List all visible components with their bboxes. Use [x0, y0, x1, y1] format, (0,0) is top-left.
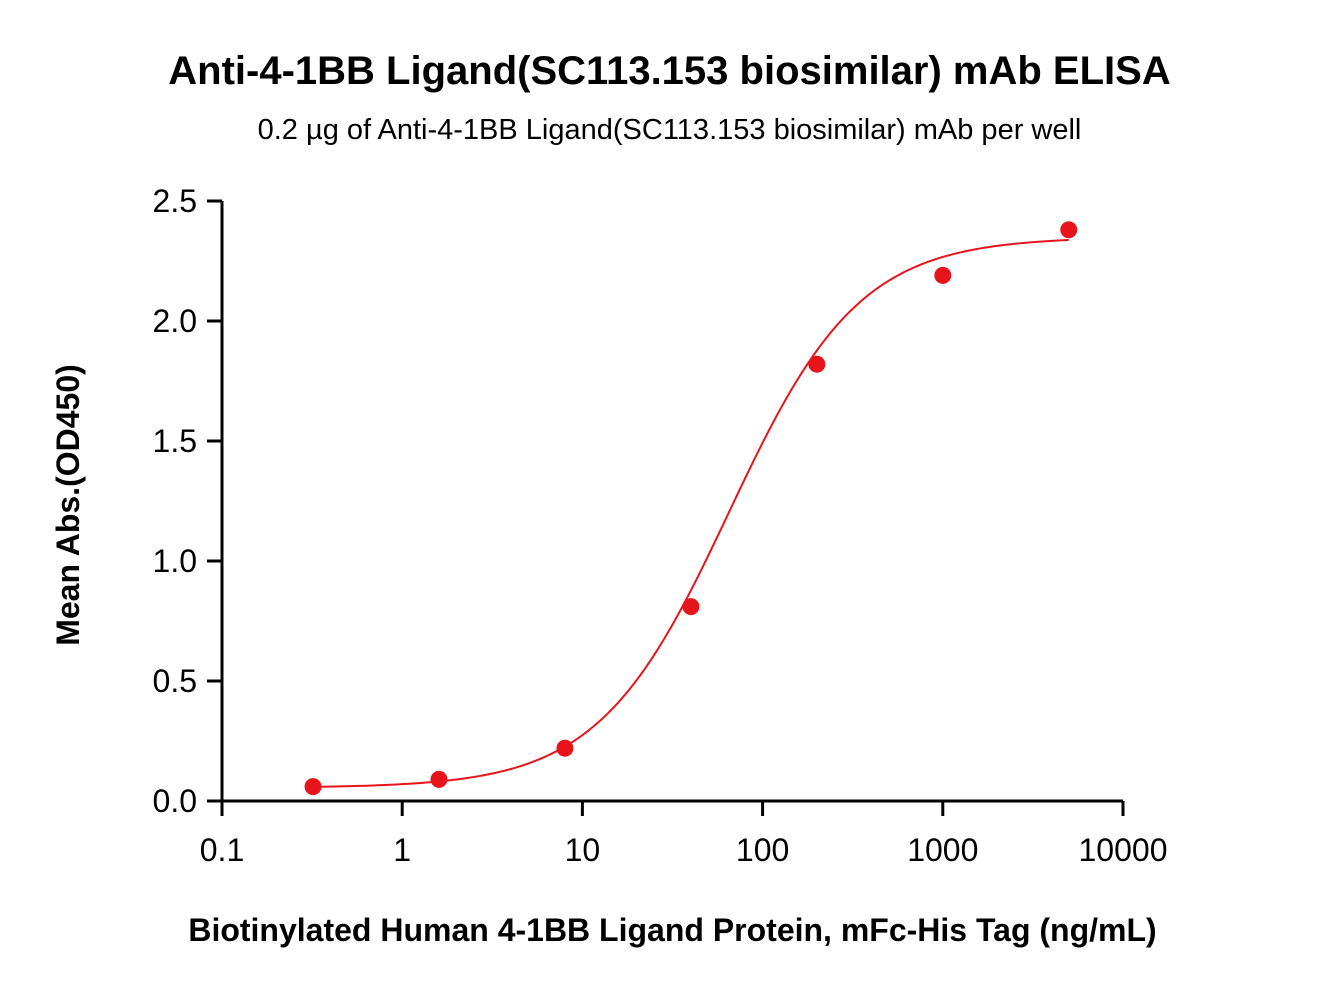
data-points — [304, 221, 1078, 796]
x-tick-label: 10000 — [1079, 832, 1168, 868]
y-tick-label: 1.5 — [153, 423, 197, 459]
chart-subtitle: 0.2 µg of Anti-4-1BB Ligand(SC113.153 bi… — [257, 114, 1082, 146]
x-tick-label: 1 — [393, 832, 411, 868]
fit-curve-group — [313, 238, 1069, 788]
chart-title: Anti-4-1BB Ligand(SC113.153 biosimilar) … — [168, 49, 1171, 93]
x-tick-label: 0.1 — [200, 832, 244, 868]
x-tick-label: 1000 — [907, 832, 978, 868]
y-tick-label: 0.5 — [153, 663, 197, 699]
fit-curve — [313, 238, 1069, 788]
axes: 0.0 0.5 1.0 1.5 2.0 2.5 0.1 1 10 100 1000 10000 — [153, 183, 1168, 868]
data-point — [934, 266, 952, 284]
data-point — [682, 598, 700, 616]
y-tick-label: 1.0 — [153, 543, 197, 579]
data-point — [304, 778, 322, 796]
y-tick-label: 2.5 — [153, 183, 197, 219]
x-tick-label: 100 — [736, 832, 789, 868]
data-point — [808, 355, 826, 373]
data-point — [556, 739, 574, 757]
y-tick-label: 2.0 — [153, 303, 197, 339]
y-axis-label: Mean Abs.(OD450) — [50, 364, 86, 646]
x-axis-label: Biotinylated Human 4-1BB Ligand Protein,… — [188, 912, 1157, 948]
x-tick-label: 10 — [565, 832, 601, 868]
data-point — [1060, 221, 1078, 239]
y-tick-label: 0.0 — [153, 783, 197, 819]
data-point — [430, 770, 448, 788]
